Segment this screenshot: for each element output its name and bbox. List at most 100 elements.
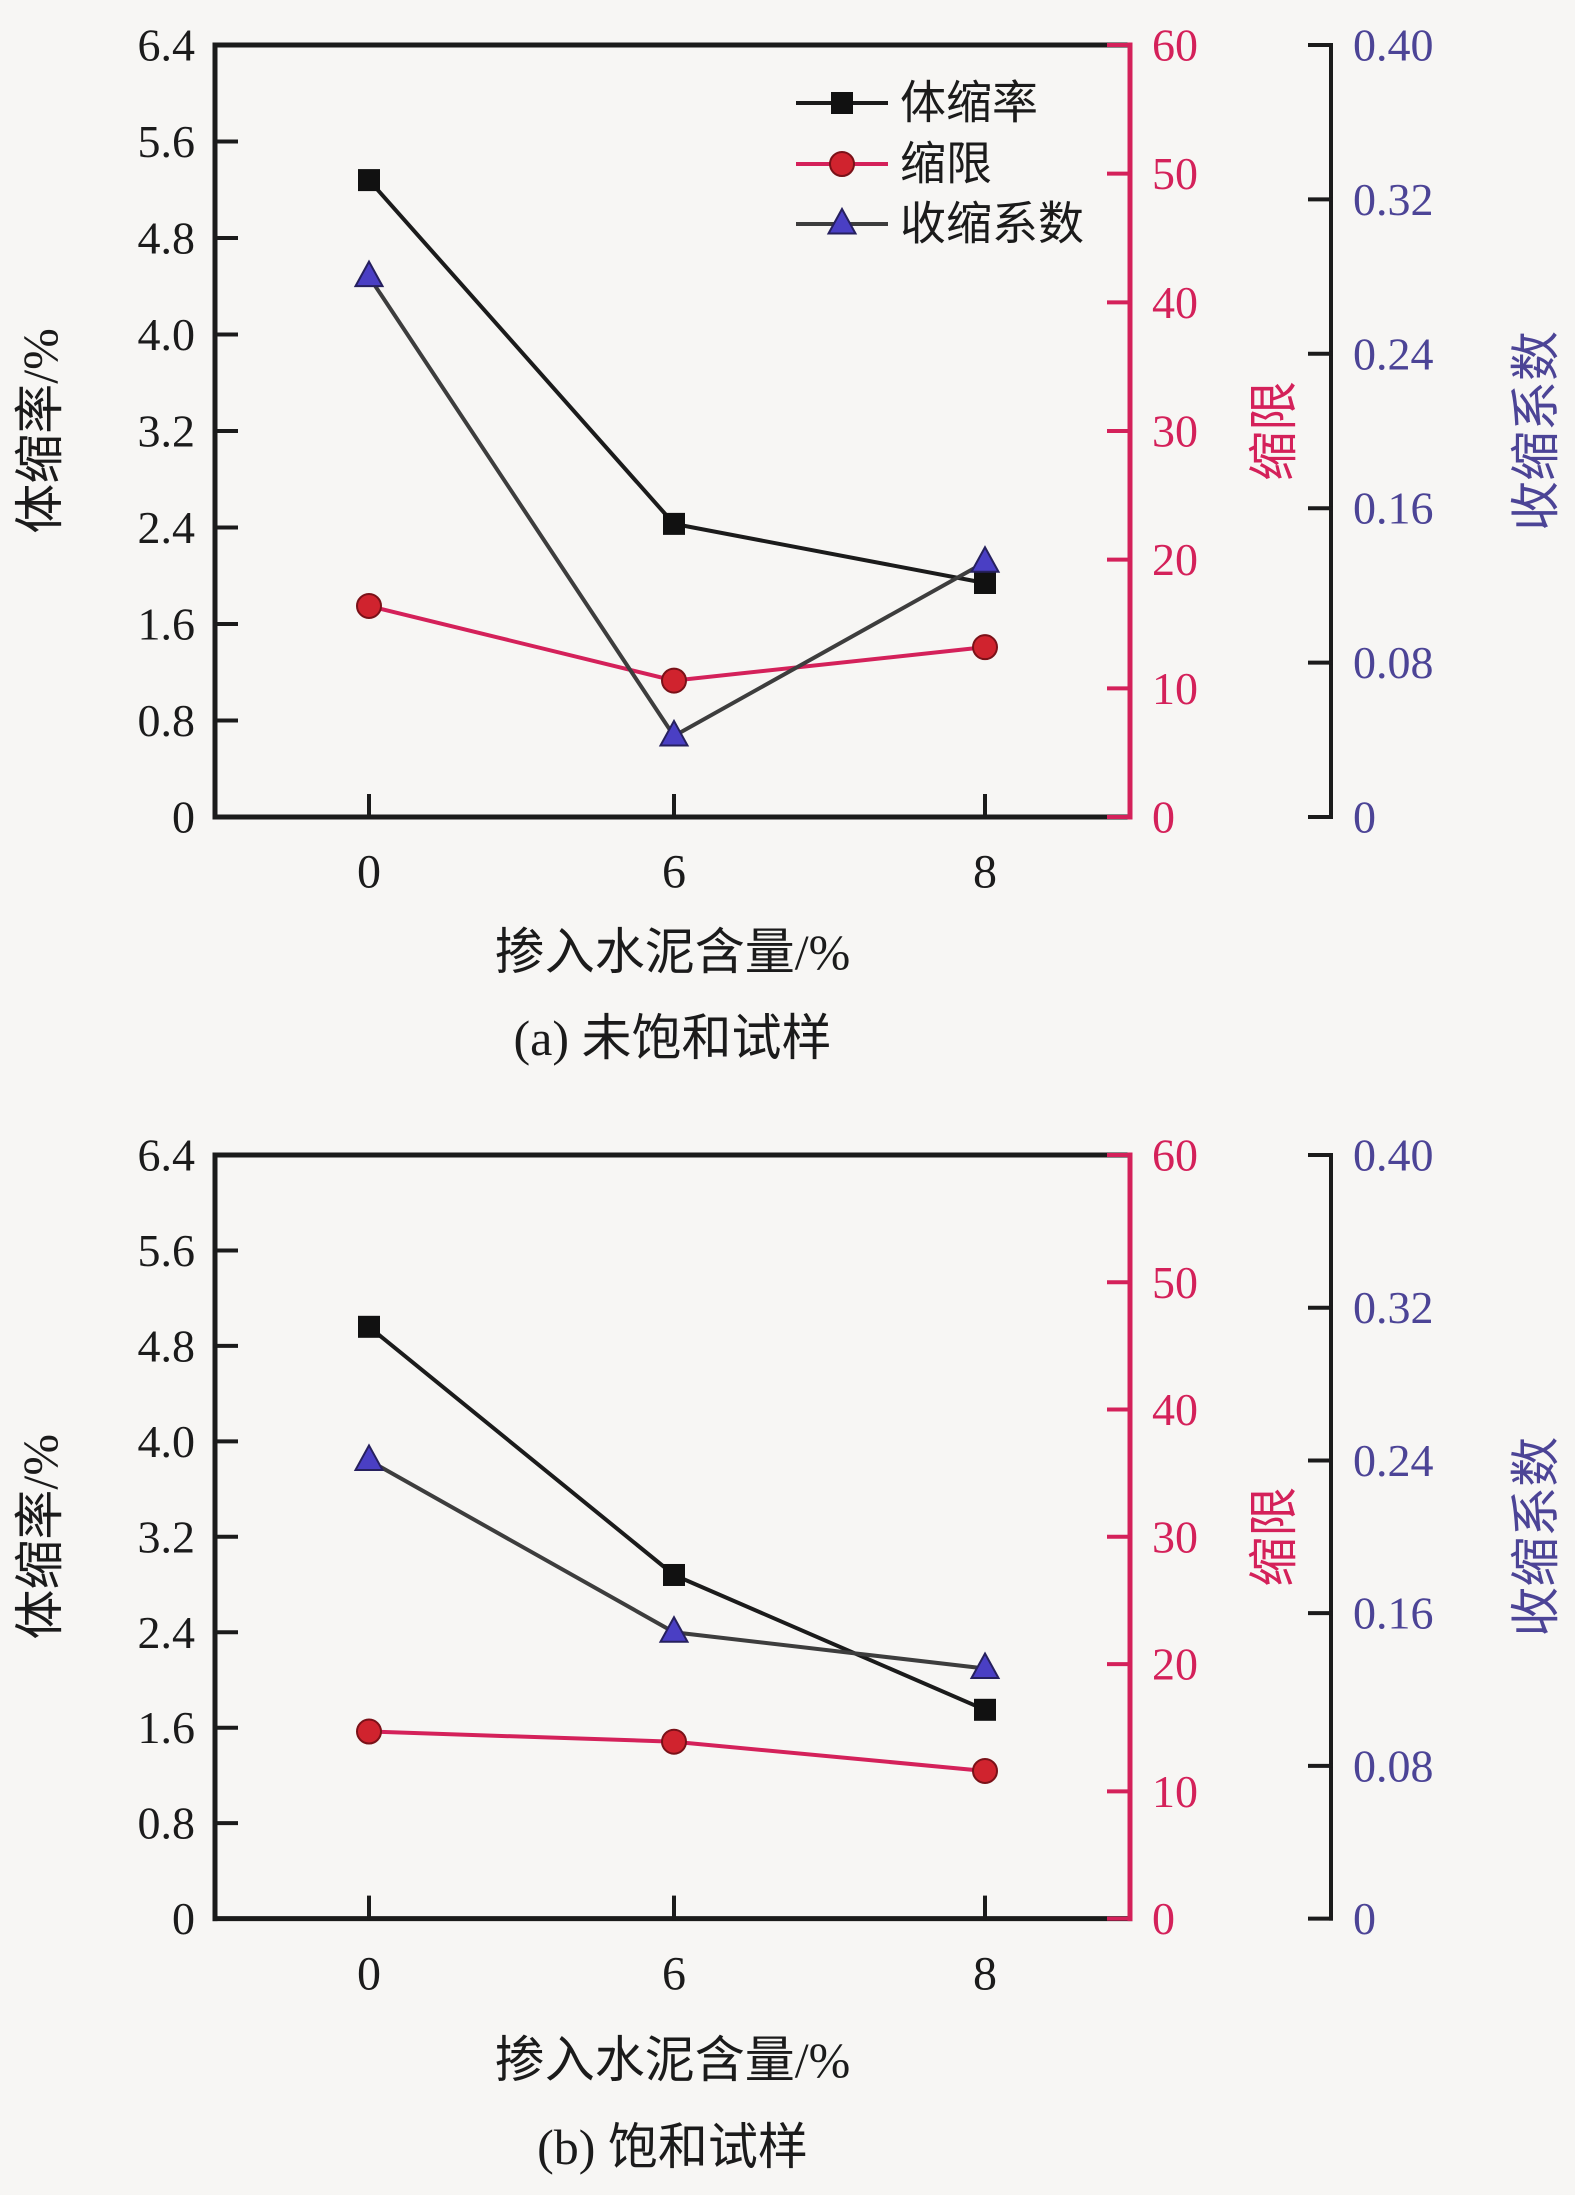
left-tick-label: 4.8 — [138, 213, 196, 264]
right2-tick-label: 0.40 — [1353, 20, 1434, 71]
legend-label-shrinkage-limit: 缩限 — [900, 139, 992, 190]
x-axis: 0 6 8 — [357, 1895, 997, 2001]
right2-tick-label: 0.40 — [1353, 1130, 1434, 1181]
legend-label-volume-shrinkage: 体缩率 — [900, 78, 1038, 129]
shrinkage-limit-marker-circle — [356, 1718, 382, 1745]
chart-a-x-axis-title: 掺入水泥含量/% — [494, 924, 851, 980]
series-shrinkage-coefficient — [353, 1443, 1001, 1680]
right2-tick-label: 0.16 — [1353, 1588, 1434, 1639]
shrinkage-coefficient-marker-triangle — [658, 718, 690, 747]
right1-tick-label: 20 — [1152, 534, 1198, 585]
right1-tick-label: 10 — [1152, 1766, 1198, 1817]
right1-tick-label: 60 — [1152, 20, 1198, 71]
shrinkage-coefficient-marker-triangle — [969, 545, 1001, 573]
x-axis: 0 6 8 — [357, 794, 997, 899]
right1-tick-label: 0 — [1152, 1893, 1175, 1944]
right1-tick-label: 50 — [1152, 1257, 1198, 1308]
chart-saturated-sample: 0 0.8 1.6 2.4 3.2 4.0 4.8 5.6 6.4 0 6 8 0 10 20 30 40 50 6… — [0, 1098, 1575, 2195]
volume-shrinkage-marker-square — [974, 1698, 996, 1721]
left-tick-label: 3.2 — [138, 1511, 196, 1562]
right2-tick-label: 0.32 — [1353, 174, 1434, 225]
right2-tick-label: 0 — [1353, 1893, 1376, 1944]
left-axis-title: 体缩率/% — [12, 1434, 68, 1640]
shrinkage-coefficient-marker-triangle — [353, 259, 385, 288]
right1-tick-label: 10 — [1152, 663, 1198, 714]
left-tick-label: 0 — [172, 792, 195, 843]
series-shrinkage-limit — [356, 592, 998, 694]
right-axis-shrinkage-limit: 0 10 20 30 40 50 60 — [1107, 20, 1198, 843]
x-tick-label: 0 — [357, 1948, 381, 2001]
right-axis-shrinkage-coefficient: 0 0.08 0.16 0.24 0.32 0.40 — [1308, 1130, 1434, 1944]
x-tick-label: 6 — [662, 846, 686, 899]
volume-shrinkage-marker-square — [663, 1563, 685, 1586]
left-tick-label: 3.2 — [138, 406, 196, 457]
x-tick-label: 8 — [973, 1948, 997, 2001]
left-tick-label: 4.8 — [138, 1320, 196, 1371]
right-axis-shrinkage-coefficient: 0 0.08 0.16 0.24 0.32 0.40 — [1308, 20, 1434, 843]
shrinkage-limit-marker-circle — [661, 667, 687, 694]
right2-tick-label: 0.24 — [1353, 1435, 1434, 1486]
x-tick-label: 0 — [357, 846, 381, 899]
right1-tick-label: 40 — [1152, 1384, 1198, 1435]
left-tick-label: 0.8 — [138, 695, 196, 746]
legend-shrinkage-coefficient-marker — [826, 206, 858, 235]
right1-tick-label: 40 — [1152, 277, 1198, 328]
left-axis-title: 体缩率/% — [12, 328, 68, 534]
left-tick-label: 5.6 — [138, 1225, 196, 1276]
left-tick-label: 0 — [172, 1893, 195, 1944]
left-tick-label: 1.6 — [138, 599, 196, 650]
chart-unsaturated-sample: 0 0.8 1.6 2.4 3.2 4.0 4.8 5.6 6.4 0 6 8 0 10 20 30 40 50 6… — [12, 20, 1564, 1067]
shrinkage-coefficient-marker-triangle — [969, 1651, 1001, 1680]
shrinkage-limit-axis-title: 缩限 — [1246, 1487, 1302, 1587]
chart-b-canvas: 0 0.8 1.6 2.4 3.2 4.0 4.8 5.6 6.4 0 6 8 0 10 20 30 40 50 6… — [12, 1130, 1564, 2001]
shrinkage-limit-axis-title: 缩限 — [1246, 381, 1302, 481]
shrinkage-coefficient-marker-triangle — [658, 1615, 690, 1643]
shrinkage-limit-marker-circle — [972, 634, 998, 661]
series-shrinkage-coefficient — [353, 259, 1001, 747]
right2-tick-label: 0.24 — [1353, 328, 1434, 379]
chart-b-caption: (b) 饱和试样 — [537, 2119, 808, 2175]
right1-tick-label: 50 — [1152, 148, 1198, 199]
left-tick-label: 4.0 — [138, 309, 196, 360]
volume-shrinkage-marker-square — [358, 169, 380, 192]
x-tick-label: 8 — [973, 846, 997, 899]
shrinkage-coefficient-axis-title: 收缩系数 — [1508, 331, 1564, 531]
left-tick-label: 5.6 — [138, 116, 196, 167]
right2-tick-label: 0.08 — [1353, 1740, 1434, 1791]
series-shrinkage-limit — [356, 1718, 998, 1784]
right2-tick-label: 0.08 — [1353, 637, 1434, 688]
series-volume-shrinkage — [358, 169, 996, 594]
right1-tick-label: 20 — [1152, 1639, 1198, 1690]
left-tick-label: 2.4 — [138, 502, 196, 553]
right1-tick-label: 30 — [1152, 406, 1198, 457]
left-axis: 0 0.8 1.6 2.4 3.2 4.0 4.8 5.6 6.4 — [138, 20, 238, 843]
left-tick-label: 6.4 — [138, 20, 196, 71]
legend-volume-shrinkage-marker — [831, 92, 853, 114]
shrinkage-coefficient-axis-title: 收缩系数 — [1508, 1437, 1564, 1637]
right1-tick-label: 60 — [1152, 1130, 1198, 1181]
right2-tick-label: 0.32 — [1353, 1282, 1434, 1333]
shrinkage-coefficient-marker-triangle — [353, 1443, 385, 1471]
chart-a-canvas: 0 0.8 1.6 2.4 3.2 4.0 4.8 5.6 6.4 0 6 8 0 10 20 30 40 50 6… — [12, 20, 1564, 899]
left-axis: 0 0.8 1.6 2.4 3.2 4.0 4.8 5.6 6.4 — [138, 1130, 238, 1944]
right-axis-shrinkage-limit: 0 10 20 30 40 50 60 — [1107, 1130, 1198, 1944]
right2-tick-label: 0 — [1353, 792, 1376, 843]
left-tick-label: 0.8 — [138, 1798, 196, 1849]
series-shrinkage-coefficient-line — [367, 275, 986, 739]
right1-tick-label: 30 — [1152, 1511, 1198, 1562]
volume-shrinkage-marker-square — [974, 571, 996, 594]
volume-shrinkage-marker-square — [663, 512, 685, 535]
shrinkage-limit-marker-circle — [356, 592, 382, 619]
series-volume-shrinkage — [358, 1315, 996, 1721]
legend-label-shrinkage-coefficient: 收缩系数 — [900, 199, 1084, 250]
left-tick-label: 1.6 — [138, 1702, 196, 1753]
chart-a-caption: (a) 未饱和试样 — [513, 1010, 832, 1066]
volume-shrinkage-marker-square — [358, 1315, 380, 1338]
legend-shrinkage-limit-marker — [829, 151, 855, 177]
shrinkage-limit-marker-circle — [661, 1728, 687, 1755]
x-tick-label: 6 — [662, 1948, 686, 2001]
left-tick-label: 4.0 — [138, 1416, 196, 1467]
right2-tick-label: 0.16 — [1353, 483, 1434, 534]
